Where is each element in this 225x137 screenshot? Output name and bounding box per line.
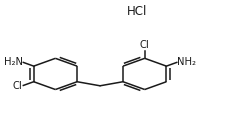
Text: NH₂: NH₂ bbox=[177, 57, 196, 67]
Text: Cl: Cl bbox=[139, 40, 149, 50]
Text: HCl: HCl bbox=[126, 5, 147, 18]
Text: Cl: Cl bbox=[12, 81, 22, 91]
Text: H₂N: H₂N bbox=[4, 57, 23, 67]
